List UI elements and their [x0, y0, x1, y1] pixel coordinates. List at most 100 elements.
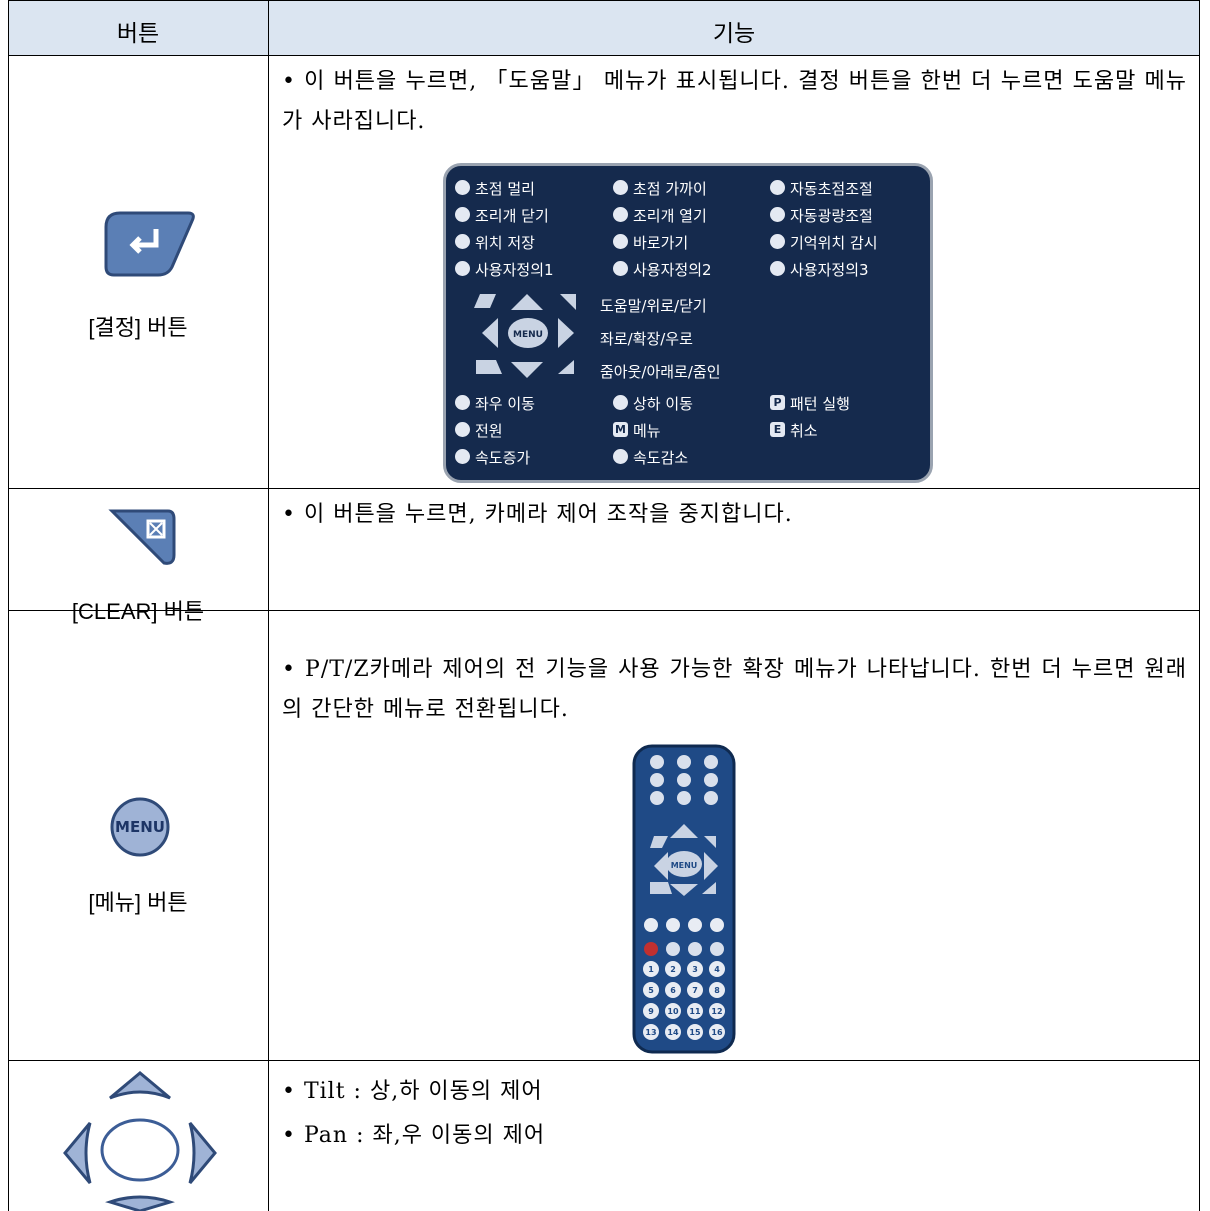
remote-key — [643, 1003, 659, 1019]
description: • 이 버튼을 누르면, 카메라 제어 조작을 중지합니다. — [282, 502, 793, 527]
menu-item: 사용자정의2 — [633, 261, 712, 279]
menu-item: 자동초점조절 — [790, 180, 873, 198]
menu-item-icon — [455, 422, 470, 437]
menu-item: 위치 저장 — [475, 234, 535, 252]
enter-icon — [104, 211, 195, 277]
menu-item: 조리개 닫기 — [475, 207, 549, 225]
menu-item: 기억위치 감시 — [790, 234, 878, 252]
menu-item: 자동광량조절 — [790, 207, 873, 225]
border — [8, 0, 9, 1211]
remote-key — [644, 942, 658, 956]
menu-item-icon — [455, 234, 470, 249]
menu-item: 취소 — [790, 422, 818, 440]
remote-key-number: 10 — [667, 1007, 679, 1016]
description: • Tilt : 상,하 이동의 제어 — [282, 1079, 543, 1104]
menu-item-icon — [770, 234, 785, 249]
menu-item: 상하 이동 — [633, 395, 693, 413]
remote-key-number: 6 — [670, 986, 676, 995]
remote-key — [688, 942, 702, 956]
menu-item-icon — [770, 261, 785, 276]
description: • Pan : 좌,우 이동의 제어 — [282, 1123, 546, 1148]
remote-key — [677, 773, 691, 787]
menu-item-icon — [455, 449, 470, 464]
remote-key — [704, 773, 718, 787]
menu-item-icon — [455, 180, 470, 195]
remote-key — [665, 961, 681, 977]
remote-center-text: MENU — [671, 861, 698, 870]
menu-item-icon — [613, 395, 628, 410]
menu-item: 사용자정의3 — [790, 261, 869, 279]
menu-item: 속도증가 — [475, 449, 531, 467]
remote-key-number: 7 — [692, 986, 698, 995]
menu-item-icon — [455, 207, 470, 222]
remote-key — [650, 791, 664, 805]
remote-key-number: 9 — [648, 1007, 654, 1016]
menu-item-icon — [770, 207, 785, 222]
direction-pad — [63, 1071, 217, 1211]
remote-key-number: 3 — [692, 965, 698, 974]
menu-item: 메뉴 — [633, 422, 661, 440]
description: • 이 버튼을 누르면, 「도움말」 메뉴가 표시됩니다. 결정 버튼을 한번 … — [282, 69, 1187, 134]
menu-item-icon: M — [613, 422, 628, 437]
border — [8, 55, 1200, 56]
remote-key — [677, 755, 691, 769]
menu-item: 전원 — [475, 422, 503, 440]
border — [1199, 0, 1200, 1211]
header-cell: 버튼 — [116, 21, 160, 47]
menu-item: 바로가기 — [633, 234, 689, 252]
nav-label: 좌로/확장/우로 — [600, 330, 693, 348]
menu-item-icon — [770, 180, 785, 195]
menu-item: 사용자정의1 — [475, 261, 554, 279]
remote-key-number: 12 — [711, 1007, 722, 1016]
menu-item-icon — [613, 261, 628, 276]
header-cell: 기능 — [712, 21, 756, 47]
border — [8, 0, 1200, 1]
remote-key — [650, 755, 664, 769]
menu-icon-text: MENU — [115, 818, 165, 836]
remote-key-number: 14 — [667, 1028, 679, 1037]
remote-key-number: 11 — [689, 1007, 701, 1016]
button-label: [메뉴] 버튼 — [88, 890, 188, 915]
nav-label: 줌아웃/아래로/줌인 — [600, 363, 721, 381]
remote-key — [704, 755, 718, 769]
remote-key — [650, 773, 664, 787]
remote-key — [665, 1003, 681, 1019]
menu-item: 속도감소 — [633, 449, 689, 467]
remote-key — [704, 791, 718, 805]
remote-key — [687, 1024, 703, 1040]
remote-key-number: 2 — [670, 965, 676, 974]
menu-item-icon: P — [770, 395, 785, 410]
menu-item: 조리개 열기 — [633, 207, 707, 225]
remote-key-number: 8 — [714, 986, 720, 995]
button-label: [CLEAR] 버튼 — [71, 599, 205, 624]
remote-key-number: 5 — [648, 986, 654, 995]
remote-key — [666, 918, 680, 932]
menu-item-icon — [455, 261, 470, 276]
menu-item: 초점 가까이 — [633, 180, 707, 198]
nav-pad: MENU — [474, 294, 576, 378]
border — [268, 0, 269, 1211]
remote-key-number: 1 — [648, 965, 654, 974]
menu-item-icon — [613, 207, 628, 222]
remote-key-number: 13 — [645, 1028, 656, 1037]
remote-key — [687, 1003, 703, 1019]
remote-key — [665, 982, 681, 998]
clear-icon — [108, 509, 176, 565]
remote-key — [688, 918, 702, 932]
menu-item-icon — [613, 180, 628, 195]
remote-key — [710, 918, 724, 932]
header-row — [8, 0, 1200, 55]
description: • P/T/Z카메라 제어의 전 기능을 사용 가능한 확장 메뉴가 나타납니다… — [282, 657, 1187, 722]
remote-key — [687, 982, 703, 998]
border — [8, 1060, 1200, 1061]
menu-item-icon — [613, 449, 628, 464]
remote-key — [709, 982, 725, 998]
remote-key — [666, 942, 680, 956]
menu-item: 초점 멀리 — [475, 180, 535, 198]
menu-item-icon — [613, 234, 628, 249]
nav-label: 도움말/위로/닫기 — [600, 297, 707, 315]
border — [8, 610, 1200, 611]
remote-key — [709, 961, 725, 977]
menu-icon: MENU — [110, 797, 170, 857]
